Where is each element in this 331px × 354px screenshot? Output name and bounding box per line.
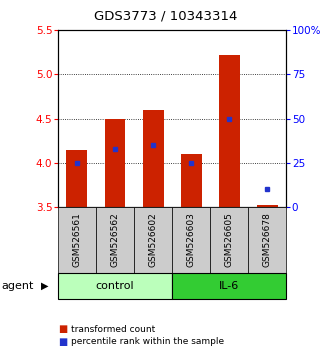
Bar: [257, 205, 278, 207]
Bar: [58, 207, 96, 273]
Bar: [134, 207, 172, 273]
Bar: [58, 273, 172, 299]
Text: ▶: ▶: [41, 281, 49, 291]
Text: GSM526561: GSM526561: [72, 212, 81, 267]
Bar: [96, 207, 134, 273]
Bar: [172, 273, 286, 299]
Text: GSM526562: GSM526562: [111, 212, 119, 267]
Bar: [219, 55, 240, 207]
Text: GSM526678: GSM526678: [263, 212, 272, 267]
Bar: [105, 119, 125, 207]
Bar: [143, 110, 164, 207]
Text: control: control: [96, 281, 134, 291]
Text: GSM526603: GSM526603: [187, 212, 196, 267]
Text: GSM526605: GSM526605: [225, 212, 234, 267]
Text: agent: agent: [2, 281, 34, 291]
Text: GDS3773 / 10343314: GDS3773 / 10343314: [94, 10, 237, 23]
Text: transformed count: transformed count: [71, 325, 156, 334]
Text: percentile rank within the sample: percentile rank within the sample: [71, 337, 224, 346]
Text: IL-6: IL-6: [219, 281, 239, 291]
Bar: [248, 207, 286, 273]
Bar: [210, 207, 248, 273]
Bar: [181, 154, 202, 207]
Bar: [172, 207, 210, 273]
Text: ■: ■: [58, 324, 67, 334]
Text: ■: ■: [58, 337, 67, 347]
Text: GSM526602: GSM526602: [149, 212, 158, 267]
Bar: [67, 149, 87, 207]
